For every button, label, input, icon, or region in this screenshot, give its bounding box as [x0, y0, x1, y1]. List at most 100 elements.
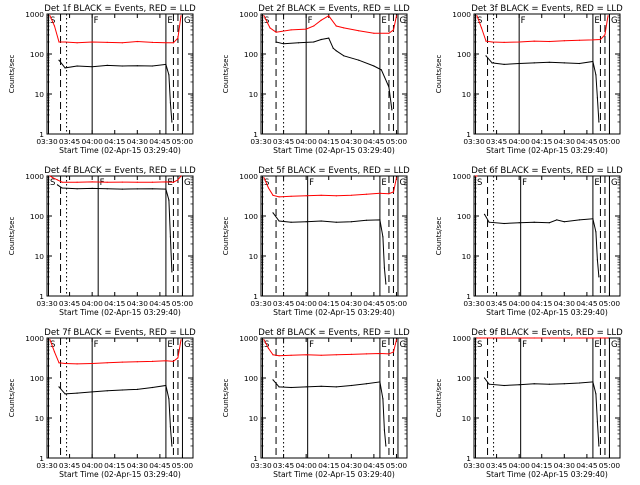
series-events-point — [91, 187, 93, 189]
y-tick-label: 1 — [466, 454, 471, 463]
series-lld-line — [49, 339, 182, 365]
series-events-point — [283, 43, 285, 45]
y-tick-label: 10 — [462, 90, 472, 99]
series-events-line — [484, 214, 600, 277]
series-lld-point — [491, 41, 493, 43]
x-tick-label: 03:45 — [486, 461, 508, 470]
series-lld-point — [61, 181, 63, 183]
series-lld-point — [91, 41, 93, 43]
y-tick-label: 1000 — [239, 172, 258, 181]
series-events-point — [578, 219, 581, 221]
chart-title: Det 1f BLACK = Events, RED = LLD — [44, 4, 196, 14]
x-tick-label: 04:30 — [341, 461, 363, 470]
series-lld-point — [165, 181, 167, 183]
x-axis-label: Start Time (02-Apr-15 03:29:40) — [59, 308, 181, 317]
x-tick-label: 03:30 — [463, 137, 485, 146]
series-events-point — [168, 74, 170, 76]
series-events-line — [57, 184, 173, 272]
series-events-point — [350, 221, 352, 223]
x-tick-label: 04:30 — [127, 461, 149, 470]
series-lld-point — [388, 32, 390, 34]
series-events-point — [151, 386, 153, 389]
series-events-point — [595, 231, 597, 233]
series-events-line — [272, 379, 387, 447]
chart-panel-2: Det 2f BLACK = Events, RED = LLD Counts/s… — [222, 4, 410, 155]
series-lld-point — [313, 25, 315, 27]
series-events-point — [305, 221, 307, 223]
x-tick-label: 05:00 — [599, 137, 621, 146]
series-lld-point — [272, 354, 274, 356]
y-tick-label: 1000 — [239, 10, 258, 19]
y-tick-label: 100 — [30, 212, 44, 221]
series-events-point — [518, 222, 520, 224]
y-axis-label: Counts/sec — [222, 217, 230, 256]
series-events-point — [379, 381, 381, 383]
series-events-point — [343, 55, 345, 57]
series-lld-point — [599, 38, 602, 41]
y-tick-label: 1000 — [239, 334, 258, 343]
series-lld-point — [480, 27, 483, 29]
series-lld-point — [305, 28, 307, 30]
y-tick-label: 1 — [253, 454, 258, 463]
plot-frame — [46, 337, 194, 459]
series-events-point — [91, 66, 93, 68]
x-tick-label: 03:30 — [463, 299, 485, 308]
y-tick-label: 1 — [253, 292, 258, 301]
series-events-point — [76, 392, 78, 394]
series-lld-point — [49, 15, 51, 17]
marker-label: F — [100, 178, 105, 188]
x-tick-label: 03:30 — [36, 299, 58, 308]
series-lld-point — [49, 175, 51, 177]
series-events-point — [578, 382, 581, 384]
series-events-point — [335, 50, 337, 52]
series-lld-point — [592, 39, 594, 41]
series-lld-point — [278, 355, 280, 357]
series-events-line — [58, 59, 173, 123]
series-events-point — [533, 62, 535, 64]
x-tick-label: 03:45 — [59, 461, 81, 470]
y-tick-label: 1 — [466, 292, 471, 301]
series-lld-point — [343, 27, 345, 29]
plot-frame — [473, 175, 621, 297]
chart-panel-9: Det 9f BLACK = Events, RED = LLD Counts/s… — [435, 328, 623, 479]
x-tick-label: 03:45 — [59, 137, 81, 146]
x-tick-label: 04:45 — [149, 137, 171, 146]
series-events-point — [58, 386, 60, 388]
y-tick-label: 100 — [244, 374, 258, 383]
series-events-point — [365, 383, 367, 385]
marker-label: F — [309, 178, 314, 188]
y-axis-label: Counts/sec — [8, 55, 16, 94]
marker-label: S — [477, 178, 482, 188]
y-tick-label: 10 — [249, 414, 259, 423]
series-events-line — [484, 377, 600, 447]
x-axis-label: Start Time (02-Apr-15 03:29:40) — [273, 308, 395, 317]
x-tick-label: 04:15 — [531, 299, 553, 308]
chart-panel-8: Det 8f BLACK = Events, RED = LLD Counts/s… — [222, 328, 410, 479]
y-tick-label: 10 — [462, 414, 472, 423]
marker-label: E — [167, 16, 172, 26]
y-tick-label: 1000 — [452, 10, 471, 19]
y-axis-label: Counts/sec — [222, 379, 230, 418]
x-tick-label: 05:00 — [172, 461, 194, 470]
series-events-point — [503, 63, 505, 65]
chart-panel-7: Det 7f BLACK = Events, RED = LLD Counts/s… — [8, 328, 196, 479]
marker-label: F — [521, 16, 526, 26]
series-events-point — [595, 393, 597, 395]
series-events-point — [592, 218, 594, 220]
series-lld-point — [592, 337, 594, 339]
series-lld-point — [136, 40, 138, 43]
y-tick-label: 100 — [244, 212, 258, 221]
series-events-point — [563, 221, 565, 223]
series-events-point — [168, 199, 170, 201]
series-lld-point — [320, 354, 322, 356]
series-events-point — [483, 377, 486, 379]
y-tick-label: 10 — [35, 90, 45, 99]
series-lld-point — [180, 175, 182, 177]
series-lld-point — [177, 357, 179, 359]
series-events-point — [121, 65, 123, 67]
x-axis-label: Start Time (02-Apr-15 03:29:40) — [273, 470, 395, 479]
x-tick-label: 04:00 — [295, 137, 317, 146]
y-tick-label: 10 — [35, 414, 45, 423]
y-tick-label: 1000 — [452, 334, 471, 343]
series-lld-point — [395, 339, 398, 341]
